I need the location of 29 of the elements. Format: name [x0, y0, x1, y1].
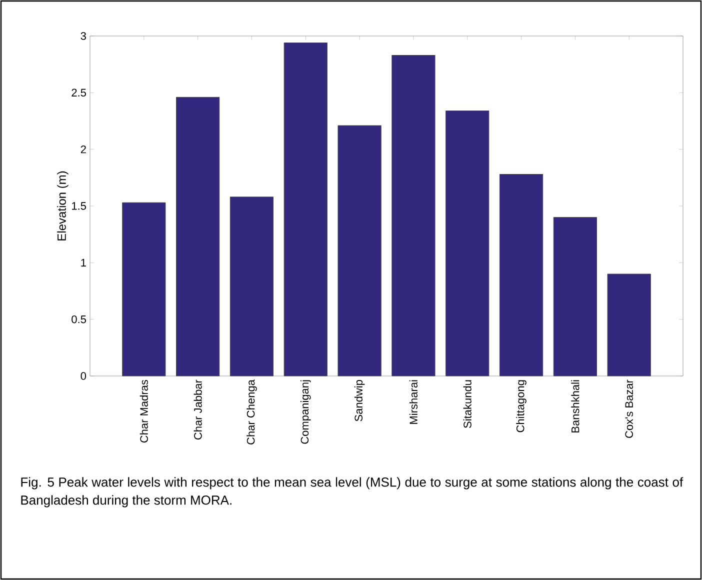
x-tick-label: Banshkhali [571, 380, 580, 432]
y-tick-label: 2 [80, 145, 86, 154]
bar [499, 174, 544, 376]
y-tick-label: 0.5 [72, 315, 86, 324]
caption: Fig. 5 Peak water levels with respect to the mean sea level (MSL) due to surge at some stations along the coast of Bangladesh during the storm MORA. [21, 477, 684, 508]
x-tick-label: Sitakundu [463, 380, 472, 428]
y-tick-label: 3 [80, 32, 86, 40]
bar [284, 42, 328, 376]
bar [553, 217, 597, 376]
x-tick-label: Companiganj [300, 380, 311, 444]
bar [122, 202, 166, 376]
bar [392, 55, 436, 376]
bar [176, 96, 220, 376]
x-tick-label: Mirsharai [409, 380, 418, 424]
bar [607, 274, 651, 376]
y-axis-title: Elevation (m) [57, 171, 68, 240]
bar [230, 196, 274, 376]
x-tick-label: Char Jabbar [194, 380, 202, 440]
y-tick-label: 0 [80, 372, 86, 380]
x-tick-label: Cox's Bazar [625, 380, 633, 438]
x-tick-label: Char Chenga [246, 380, 257, 444]
y-tick-label: 1 [81, 258, 86, 266]
y-tick-label: 2.5 [72, 88, 86, 97]
x-tick-label: Sandwip [354, 380, 365, 422]
x-tick-label: Chittagong [516, 380, 526, 432]
y-tick-label: 1.5 [72, 202, 86, 210]
bar [338, 125, 382, 376]
x-tick-label: Char Madras [140, 380, 148, 443]
bar [446, 110, 490, 376]
